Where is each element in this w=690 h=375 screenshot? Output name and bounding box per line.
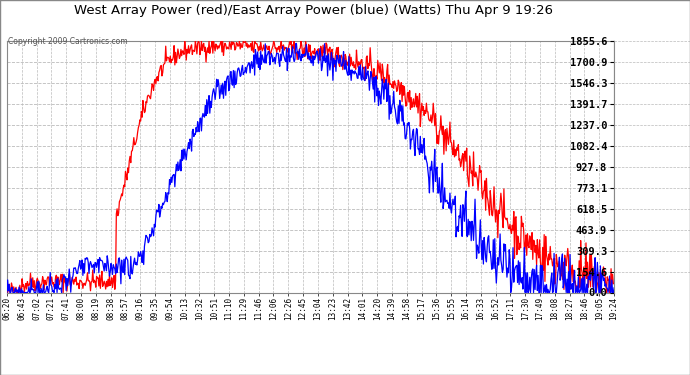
Text: Copyright 2009 Cartronics.com: Copyright 2009 Cartronics.com <box>8 38 128 46</box>
Text: West Array Power (red)/East Array Power (blue) (Watts) Thu Apr 9 19:26: West Array Power (red)/East Array Power … <box>75 4 553 17</box>
